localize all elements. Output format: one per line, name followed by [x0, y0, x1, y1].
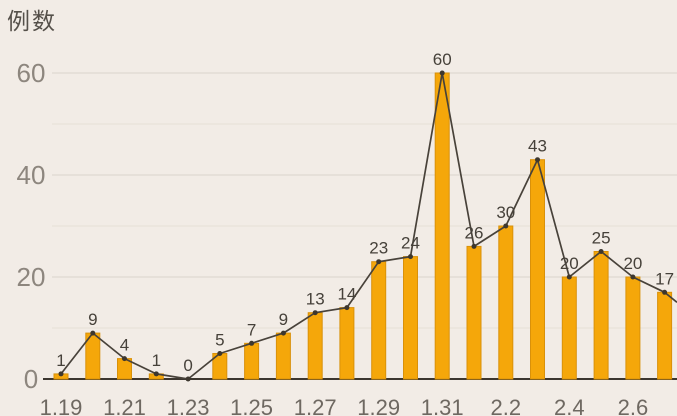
bar [657, 291, 673, 380]
data-point-marker [185, 376, 191, 382]
y-tick-label: 0 [24, 364, 38, 394]
data-label: 23 [369, 239, 388, 258]
bar [307, 312, 323, 380]
bar [593, 251, 609, 380]
data-point-marker [566, 274, 572, 280]
x-tick-label: 2.6 [618, 395, 649, 416]
data-point-marker [217, 351, 223, 356]
bar [561, 276, 577, 380]
data-point-marker [122, 356, 127, 362]
x-tick-label: 1.21 [103, 395, 146, 416]
bar [498, 225, 514, 380]
data-label: 13 [306, 290, 325, 309]
y-tick-label: 40 [17, 160, 46, 190]
x-tick-label: 1.23 [167, 395, 210, 416]
data-label: 60 [433, 50, 452, 69]
data-point-marker [280, 330, 286, 336]
bar [466, 245, 482, 380]
data-label: 1 [152, 351, 161, 370]
data-point-marker [503, 223, 509, 229]
data-point-marker [662, 289, 668, 295]
bar [403, 256, 418, 380]
data-point-marker [471, 243, 477, 249]
y-tick-label: 20 [17, 262, 46, 292]
x-tick-label: 1.25 [230, 395, 273, 416]
data-label: 14 [337, 285, 356, 304]
bar [244, 342, 260, 380]
data-label: 20 [623, 254, 642, 273]
data-point-marker [153, 371, 159, 377]
bar [371, 261, 387, 380]
x-tick-label: 1.19 [40, 395, 83, 416]
bar [275, 332, 291, 380]
data-label: 4 [120, 336, 129, 355]
data-point-marker [249, 340, 255, 346]
data-label: 26 [465, 223, 484, 242]
data-point-marker [90, 330, 96, 336]
data-label: 9 [88, 310, 97, 329]
bar [339, 307, 355, 380]
data-label: 9 [279, 310, 288, 329]
y-axis-title: 例数 [7, 8, 57, 34]
bar [625, 276, 641, 380]
data-point-marker [344, 305, 350, 311]
data-label: 5 [215, 331, 224, 350]
data-label: 0 [183, 356, 192, 375]
data-label: 25 [592, 229, 611, 248]
x-tick-label: 2.4 [554, 395, 585, 416]
data-label: 17 [655, 269, 674, 288]
data-label: 7 [247, 320, 256, 339]
data-label: 30 [496, 203, 515, 222]
data-point-marker [408, 254, 413, 260]
x-tick-label: 1.29 [357, 395, 400, 416]
data-point-marker [376, 259, 382, 265]
y-tick-label: 60 [17, 58, 46, 88]
data-label: 20 [560, 254, 579, 273]
x-tick-label: 2.2 [491, 395, 522, 416]
data-label: 43 [528, 137, 547, 156]
bar [530, 159, 545, 380]
data-point-marker [439, 70, 445, 76]
data-point-marker [630, 274, 636, 280]
data-point-marker [58, 371, 64, 377]
data-label: 24 [401, 234, 420, 253]
data-label: 1 [56, 351, 65, 370]
data-point-marker [598, 249, 604, 254]
bar [434, 72, 450, 380]
x-tick-label: 1.31 [421, 395, 464, 416]
data-point-marker [535, 157, 540, 163]
x-tick-label: 1.27 [294, 395, 337, 416]
data-point-marker [312, 310, 318, 316]
